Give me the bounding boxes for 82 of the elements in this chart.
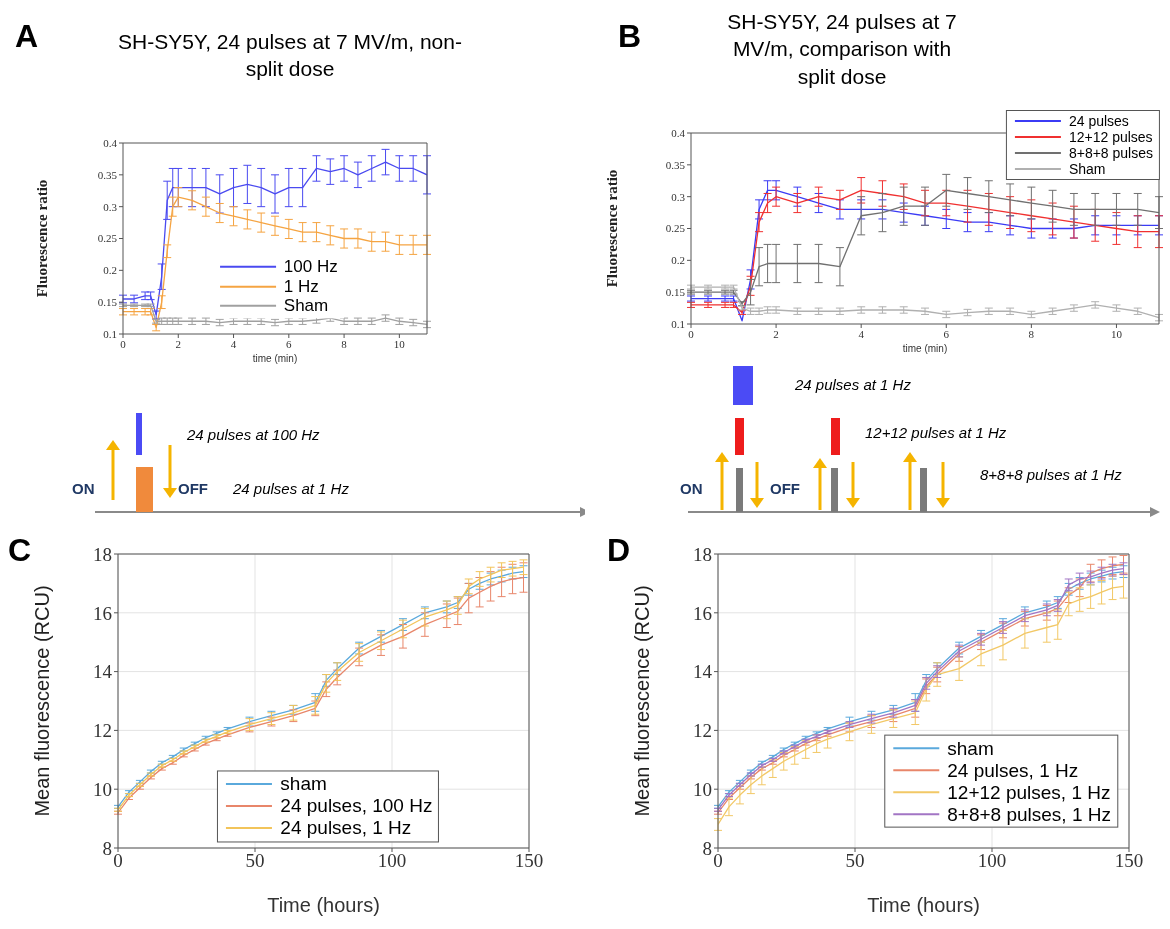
x-tick-label: 0	[120, 337, 127, 350]
x-tick-label: 10	[1110, 327, 1123, 340]
text: 24 pulses at 1 Hz	[795, 376, 911, 393]
y-tick-label: 0.15	[97, 296, 118, 309]
y-tick-label: 0.4	[103, 136, 118, 149]
y-tick-label: 18	[93, 543, 112, 565]
chart-title: SH-SY5Y, 24 pulses at 7 MV/m, comparison with split dose	[726, 9, 958, 90]
y-tick-label: 0.35	[665, 158, 686, 171]
text: OFF	[770, 480, 800, 497]
x-tick-label: 10	[393, 337, 406, 350]
x-tick-label: 100	[977, 850, 1007, 872]
legend-label: 24 pulses, 1 Hz	[947, 759, 1079, 782]
x-axis-title: Time (hours)	[267, 894, 380, 916]
y-tick-label: 0.3	[671, 190, 686, 203]
y-tick-label: 10	[693, 778, 712, 800]
chart-title: SH-SY5Y, 24 pulses at 7 MV/m, non-split dose	[117, 29, 463, 83]
y-tick-label: 0.2	[103, 264, 117, 277]
x-tick-label: 50	[245, 850, 265, 872]
x-tick-label: 150	[514, 850, 544, 872]
y-tick-label: 0.15	[665, 286, 686, 299]
text: C	[8, 532, 32, 569]
legend-label: 8+8+8 pulses, 1 Hz	[947, 803, 1111, 825]
line-series	[691, 286, 1159, 319]
text: A	[15, 18, 39, 55]
x-tick-label: 100	[377, 850, 407, 872]
y-tick-label: 0.1	[671, 317, 685, 330]
text: 24 pulses at 1 Hz	[233, 480, 349, 497]
y-tick-label: 0.4	[671, 126, 686, 139]
legend-label: 24 pulses, 1 Hz	[280, 817, 412, 839]
x-tick-label: 6	[286, 337, 293, 350]
x-tick-label: 4	[230, 337, 237, 350]
y-tick-label: 0.2	[671, 254, 685, 267]
x-tick-label: 150	[1114, 850, 1144, 872]
y-tick-label: 14	[93, 661, 113, 683]
text: 24 pulses at 100 Hz	[187, 426, 320, 443]
y-axis-title: Mean fluorescence (RCU)	[631, 585, 654, 817]
y-tick-label: 18	[693, 543, 712, 565]
legend-label: 100 Hz	[283, 257, 338, 277]
legend-label: Sham	[283, 296, 329, 316]
x-tick-label: 8	[341, 337, 348, 350]
legend-label: 12+12 pulses, 1 Hz	[947, 781, 1111, 804]
y-tick-label: 16	[693, 602, 712, 624]
x-tick-label: 0	[688, 327, 695, 340]
legend-label: Sham	[1068, 161, 1106, 178]
legend-label: sham	[280, 773, 327, 796]
y-axis-title: Mean fluorescence (RCU)	[31, 585, 54, 817]
x-tick-label: 6	[943, 327, 950, 340]
x-axis-title: Time (hours)	[867, 894, 980, 916]
y-tick-label: 0.3	[103, 200, 118, 213]
y-tick-label: 0.25	[665, 222, 686, 235]
y-tick-label: 0.25	[97, 232, 118, 245]
legend-label: 24 pulses, 100 Hz	[280, 795, 433, 818]
text: B	[618, 18, 642, 55]
legend-label: sham	[947, 737, 994, 760]
legend-label: 1 Hz	[283, 276, 319, 297]
x-tick-label: 50	[845, 850, 865, 872]
legend-label: 24 pulses	[1068, 113, 1129, 130]
x-axis-title: time (min)	[902, 343, 948, 354]
legend-label: 8+8+8 pulses	[1068, 145, 1153, 162]
text: ON	[680, 480, 703, 497]
y-tick-label: 14	[693, 661, 713, 683]
x-tick-label: 0	[113, 850, 123, 872]
y-axis-title: Fluorescence ratio	[34, 179, 51, 298]
x-tick-label: 0	[713, 850, 723, 872]
text: D	[607, 532, 631, 569]
text: ON	[72, 480, 95, 497]
x-tick-label: 4	[858, 327, 865, 340]
x-tick-label: 2	[773, 327, 779, 340]
x-axis-title: time (min)	[252, 353, 298, 364]
y-tick-label: 12	[693, 720, 712, 742]
x-tick-label: 2	[175, 337, 182, 350]
y-tick-label: 10	[93, 778, 112, 800]
legend-label: 12+12 pulses	[1068, 129, 1153, 146]
y-tick-label: 0.1	[103, 327, 117, 340]
x-tick-label: 8	[1028, 327, 1035, 340]
text: 8+8+8 pulses at 1 Hz	[980, 466, 1122, 483]
y-axis-title: Fluorescence ratio	[604, 169, 621, 288]
text: 12+12 pulses at 1 Hz	[865, 424, 1007, 441]
y-tick-label: 0.35	[97, 168, 118, 181]
y-tick-label: 16	[93, 602, 112, 624]
text: OFF	[178, 480, 208, 497]
y-tick-label: 12	[93, 720, 112, 742]
